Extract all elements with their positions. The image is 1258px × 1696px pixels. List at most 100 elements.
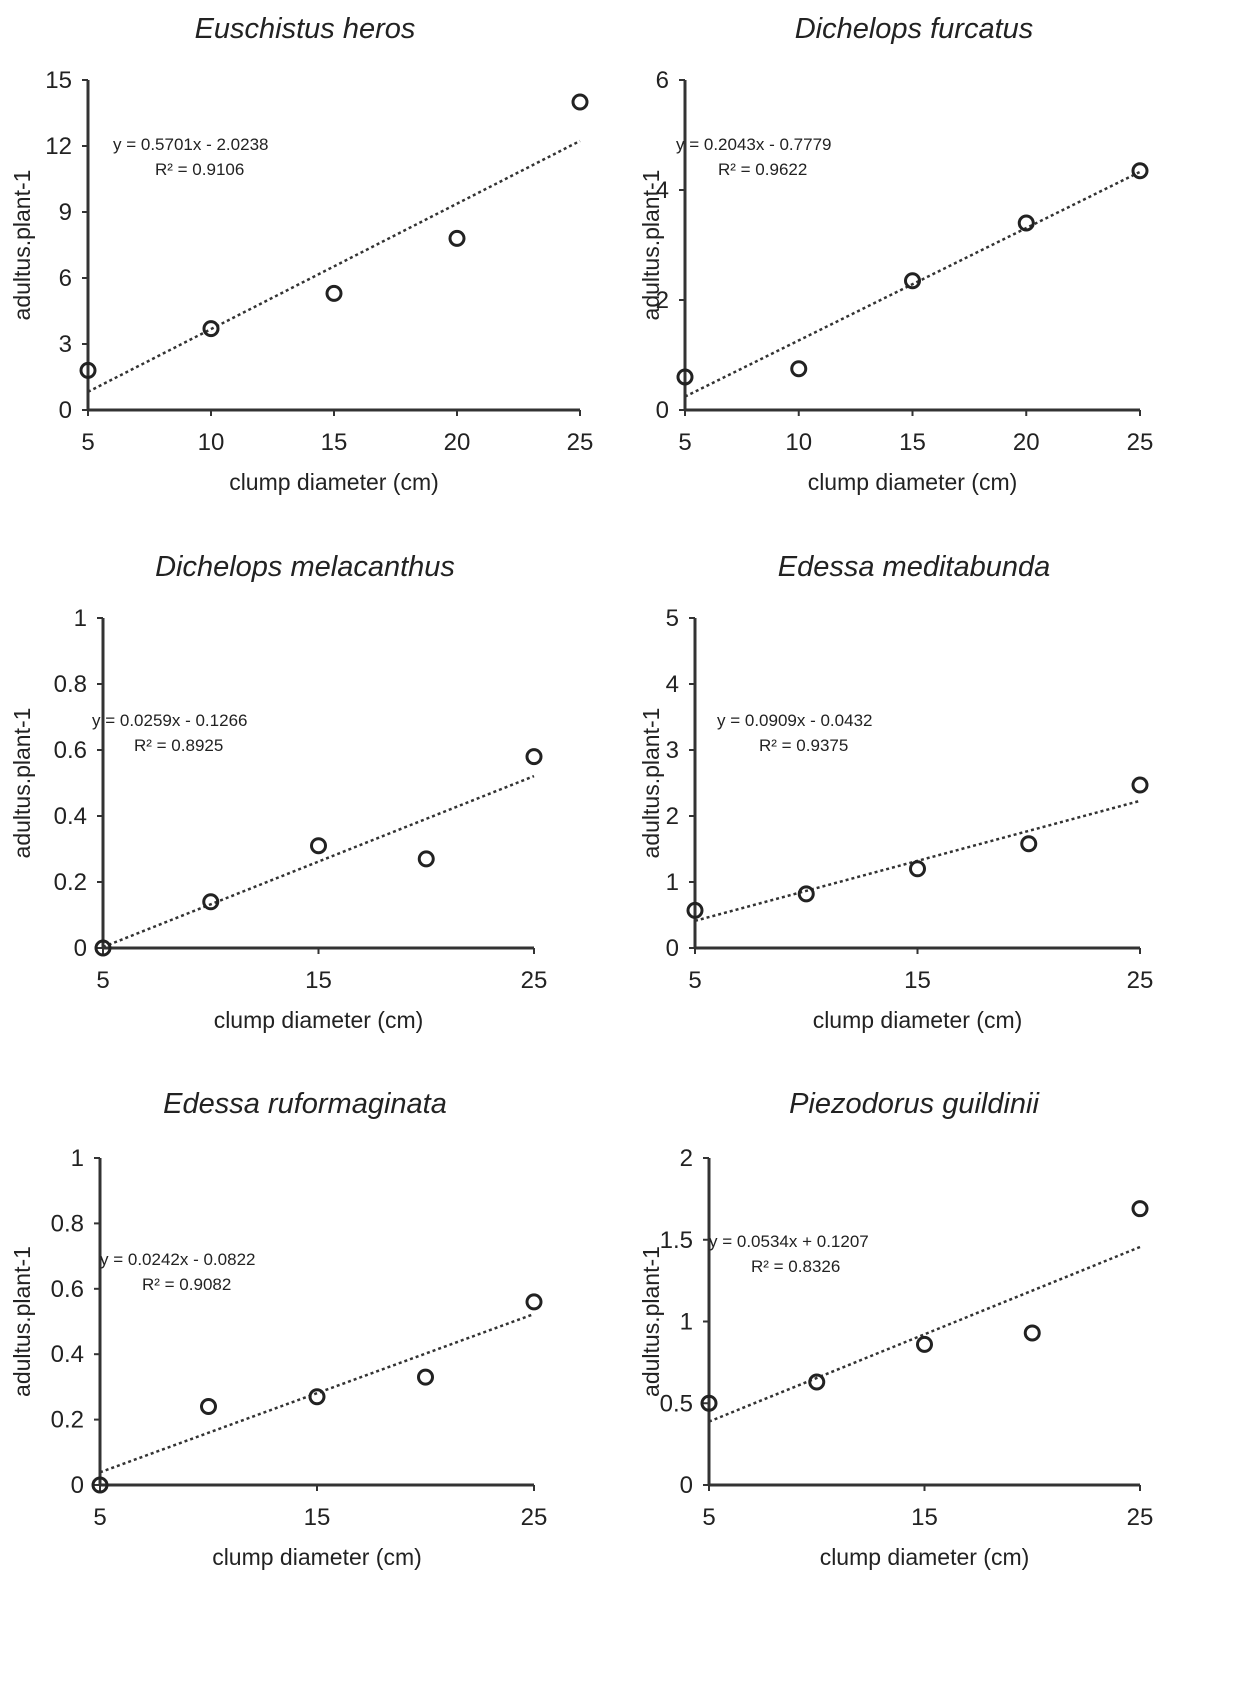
y-tick-label: 0: [74, 935, 87, 962]
x-axis-label: clump diameter (cm): [813, 1007, 1023, 1033]
y-tick-label: 0.2: [54, 869, 87, 896]
x-tick-label: 15: [304, 1504, 331, 1531]
y-tick-label: 0.4: [54, 803, 87, 830]
trendline: [99, 1312, 535, 1474]
x-tick-label: 10: [198, 429, 225, 456]
y-tick-label: 2: [656, 287, 669, 314]
chart-panel-6: Piezodorus guildinii 0 0.5 1 1.5 2 5 15 25 clump …: [629, 1075, 1258, 1640]
y-tick-label: 6: [656, 67, 669, 94]
data-point: [202, 893, 220, 911]
data-point: [200, 1398, 217, 1416]
y-axis-label: adultus.plant-1: [638, 708, 664, 859]
data-point: [797, 885, 815, 903]
data-point: [909, 860, 926, 878]
r-squared: R² = 0.9622: [718, 160, 807, 179]
chart-title: Dichelops melacanthus: [155, 551, 455, 583]
x-tick-label: 25: [567, 429, 594, 456]
chart-title: Edessa meditabunda: [778, 551, 1050, 583]
x-tick-label: 25: [1127, 429, 1154, 456]
x-tick-label: 5: [702, 1504, 715, 1531]
data-point: [417, 850, 435, 868]
x-axis-label: clump diameter (cm): [212, 1544, 422, 1570]
y-tick-label: 0: [656, 397, 669, 424]
y-tick-label: 1: [680, 1309, 693, 1336]
x-tick-label: 15: [911, 1504, 938, 1531]
y-tick-label: 1: [666, 869, 679, 896]
y-tick-label: 1: [71, 1145, 84, 1172]
regression-equation: y = 0.0534x + 0.1207: [709, 1232, 869, 1251]
data-point: [91, 1476, 109, 1494]
chart-title: Dichelops furcatus: [795, 13, 1034, 45]
x-tick-label: 15: [321, 429, 348, 456]
data-point: [700, 1394, 718, 1412]
y-tick-label: 15: [45, 67, 72, 94]
y-tick-label: 0.8: [54, 671, 87, 698]
y-tick-label: 1: [74, 605, 87, 632]
x-tick-label: 10: [785, 429, 812, 456]
x-tick-label: 25: [1127, 1504, 1154, 1531]
y-tick-label: 2: [680, 1145, 693, 1172]
regression-equation: y = 0.0242x - 0.0822: [100, 1250, 255, 1269]
data-point: [525, 1293, 543, 1311]
x-tick-label: 15: [904, 967, 931, 994]
x-tick-label: 15: [899, 429, 926, 456]
chart-panel-1: Euschistus heros 0 3 6 9 12 15 5 10 15 20 25 clump d…: [0, 0, 629, 565]
regression-equation: y = 0.0909x - 0.0432: [717, 711, 872, 730]
data-point: [325, 284, 343, 302]
y-tick-label: 4: [656, 177, 669, 204]
r-squared: R² = 0.9082: [142, 1275, 231, 1294]
chart-svg: Dichelops furcatus 0 2 4 6 5 10 15 20 25 clump dia…: [638, 13, 1154, 495]
chart-svg: Euschistus heros 0 3 6 9 12 15 5 10 15 20 25 clump d…: [9, 13, 594, 495]
data-point: [571, 93, 589, 111]
data-point: [417, 1368, 434, 1386]
regression-equation: y = 0.2043x - 0.7779: [676, 135, 831, 154]
data-point: [790, 360, 808, 378]
x-tick-label: 25: [521, 967, 548, 994]
x-axis-label: clump diameter (cm): [820, 1544, 1030, 1570]
y-tick-label: 0: [680, 1472, 693, 1499]
data-point: [525, 748, 543, 766]
x-tick-label: 5: [96, 967, 109, 994]
data-point: [1131, 776, 1149, 794]
y-tick-label: 0: [71, 1472, 84, 1499]
y-tick-label: 12: [45, 133, 72, 160]
data-point: [1020, 835, 1038, 853]
y-axis-label: adultus.plant-1: [638, 1246, 664, 1397]
data-point: [686, 901, 704, 919]
r-squared: R² = 0.8925: [134, 736, 223, 755]
y-axis-label: adultus.plant-1: [9, 170, 35, 321]
y-tick-label: 3: [59, 331, 72, 358]
data-point: [79, 361, 97, 379]
chart-panel-3: Dichelops melacanthus 0 0.2 0.4 0.6 0.8 1 5 15 25…: [0, 538, 629, 1103]
y-axis-label: adultus.plant-1: [9, 708, 35, 859]
y-tick-label: 6: [59, 265, 72, 292]
data-point: [676, 368, 694, 386]
data-point: [94, 939, 112, 957]
x-tick-label: 5: [688, 967, 701, 994]
x-tick-label: 20: [444, 429, 471, 456]
data-point: [808, 1373, 826, 1391]
trendline: [684, 170, 1141, 398]
x-tick-label: 5: [81, 429, 94, 456]
data-point: [202, 320, 220, 338]
x-axis-label: clump diameter (cm): [229, 469, 439, 495]
trendline: [102, 774, 535, 949]
chart-title: Edessa ruformaginata: [163, 1088, 447, 1120]
y-tick-label: 0.6: [51, 1276, 84, 1303]
data-point: [1131, 162, 1149, 180]
trendline: [87, 139, 581, 393]
y-tick-label: 0.5: [660, 1390, 693, 1417]
chart-svg: Edessa meditabunda 0 1 2 3 4 5 5 15 25 clump diame…: [638, 551, 1153, 1033]
data-point: [1131, 1200, 1149, 1218]
chart-panel-2: Dichelops furcatus 0 2 4 6 5 10 15 20 25 clump dia…: [629, 0, 1258, 565]
y-tick-label: 0: [59, 397, 72, 424]
y-tick-label: 4: [666, 671, 679, 698]
y-tick-label: 0.6: [54, 737, 87, 764]
chart-panel-5: Edessa ruformaginata 0 0.2 0.4 0.6 0.8 1 5 15 25 c…: [0, 1075, 629, 1640]
y-tick-label: 2: [666, 803, 679, 830]
r-squared: R² = 0.9375: [759, 736, 848, 755]
chart-title: Euschistus heros: [195, 13, 416, 45]
chart-title: Piezodorus guildinii: [789, 1088, 1040, 1120]
x-tick-label: 25: [521, 1504, 548, 1531]
